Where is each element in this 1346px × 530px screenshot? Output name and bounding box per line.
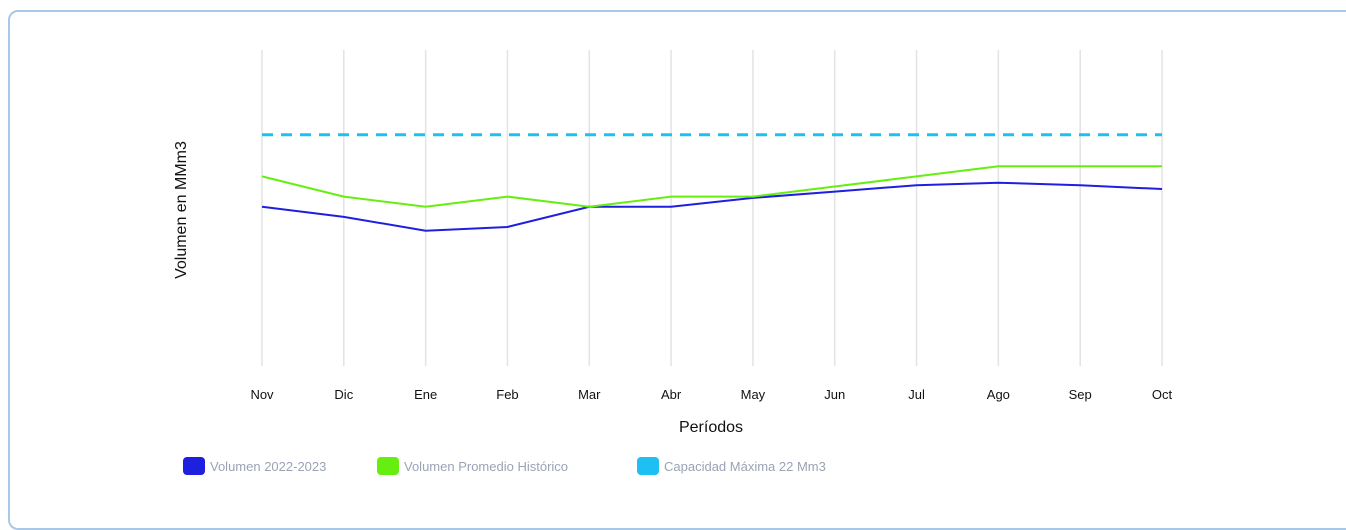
x-tick-label: Nov: [250, 387, 274, 402]
x-tick-label: Dic: [334, 387, 353, 402]
x-axis-title: Períodos: [679, 419, 743, 436]
legend-label: Volumen Promedio Histórico: [404, 459, 568, 474]
x-tick-label: Ago: [987, 387, 1010, 402]
x-tick-labels: Nov Dic Ene Feb Mar Abr May Jun Jul Ago Sep Oct: [250, 387, 1172, 402]
x-tick-label: Jun: [824, 387, 845, 402]
x-tick-label: Mar: [578, 387, 601, 402]
legend-item-1[interactable]: Volumen Promedio Histórico: [377, 457, 568, 475]
legend-swatch: [377, 457, 399, 475]
legend-label: Capacidad Máxima 22 Mm3: [664, 459, 826, 474]
x-tick-label: Jul: [908, 387, 925, 402]
series-lines: [261, 133, 1163, 232]
legend-swatch: [183, 457, 205, 475]
chart-card: [8, 10, 1346, 530]
x-tick-label: May: [741, 387, 766, 402]
x-tick-label: Abr: [661, 387, 682, 402]
legend-label: Volumen 2022-2023: [210, 459, 326, 474]
y-axis-title: Volumen en MMm3: [173, 141, 190, 279]
legend-item-2[interactable]: Capacidad Máxima 22 Mm3: [637, 457, 826, 475]
legend: Volumen 2022-2023 Volumen Promedio Histór…: [183, 457, 826, 475]
series-line-1: [261, 165, 1162, 208]
x-tick-label: Ene: [414, 387, 437, 402]
legend-item-0[interactable]: Volumen 2022-2023: [183, 457, 326, 475]
x-tick-label: Oct: [1152, 387, 1173, 402]
series-line-0: [261, 181, 1163, 232]
legend-swatch: [637, 457, 659, 475]
x-tick-label: Sep: [1069, 387, 1092, 402]
x-tick-label: Feb: [496, 387, 518, 402]
grid-lines: [261, 50, 1163, 366]
